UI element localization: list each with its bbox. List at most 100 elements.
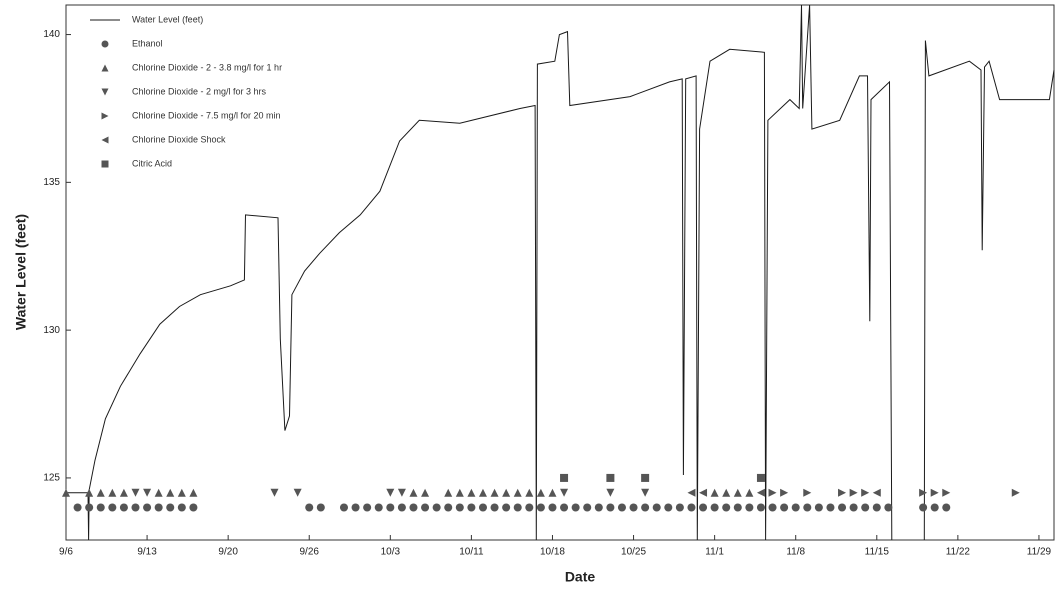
marker xyxy=(525,488,534,497)
marker xyxy=(444,488,453,497)
marker xyxy=(803,503,812,512)
marker xyxy=(119,488,128,497)
marker xyxy=(838,503,847,512)
marker xyxy=(560,473,569,482)
y-axis-title: Water Level (feet) xyxy=(13,214,29,330)
legend-label: Ethanol xyxy=(132,38,163,48)
marker xyxy=(919,503,928,512)
marker xyxy=(803,488,812,497)
marker xyxy=(710,488,719,497)
marker xyxy=(560,503,569,512)
marker xyxy=(733,488,742,497)
x-tick-label: 10/18 xyxy=(540,547,565,558)
marker xyxy=(791,503,800,512)
y-tick-label: 140 xyxy=(43,29,60,40)
marker xyxy=(606,503,615,512)
marker xyxy=(478,503,487,512)
marker xyxy=(861,503,870,512)
marker xyxy=(421,488,430,497)
marker xyxy=(177,488,186,497)
x-tick-label: 11/8 xyxy=(786,547,805,558)
x-tick-label: 11/15 xyxy=(865,547,890,558)
marker xyxy=(606,473,615,482)
marker xyxy=(617,503,626,512)
marker xyxy=(455,503,464,512)
marker xyxy=(386,503,395,512)
marker xyxy=(536,503,545,512)
marker xyxy=(490,503,499,512)
marker xyxy=(305,503,314,512)
x-tick-label: 9/26 xyxy=(300,547,320,558)
marker xyxy=(166,488,175,497)
marker xyxy=(513,488,522,497)
marker xyxy=(478,488,487,497)
marker xyxy=(942,488,951,497)
marker xyxy=(560,488,569,497)
marker xyxy=(339,503,348,512)
legend-swatch xyxy=(101,64,109,72)
x-tick-label: 11/22 xyxy=(946,547,971,558)
marker xyxy=(189,488,198,497)
marker xyxy=(363,503,372,512)
x-tick-label: 10/11 xyxy=(459,547,484,558)
marker xyxy=(745,503,754,512)
marker xyxy=(177,503,186,512)
marker xyxy=(919,488,928,497)
legend-swatch xyxy=(101,40,109,48)
marker xyxy=(687,488,696,497)
plot-frame xyxy=(65,4,1055,541)
marker xyxy=(409,488,418,497)
marker xyxy=(849,503,858,512)
marker xyxy=(85,503,94,512)
marker xyxy=(838,488,847,497)
marker xyxy=(756,473,765,482)
marker xyxy=(513,503,522,512)
marker xyxy=(108,503,117,512)
marker xyxy=(814,503,823,512)
marker xyxy=(872,488,881,497)
marker xyxy=(444,503,453,512)
legend-label: Citric Acid xyxy=(132,158,172,168)
legend-swatch xyxy=(101,88,109,96)
marker xyxy=(96,488,105,497)
x-tick-label: 9/6 xyxy=(59,547,73,558)
marker xyxy=(641,503,650,512)
marker xyxy=(455,488,464,497)
x-tick-label: 10/25 xyxy=(621,547,646,558)
marker xyxy=(733,503,742,512)
marker xyxy=(536,488,545,497)
marker xyxy=(548,488,557,497)
marker xyxy=(467,488,476,497)
marker xyxy=(884,503,893,512)
legend-label: Chlorine Dioxide - 7.5 mg/l for 20 min xyxy=(132,110,281,120)
marker xyxy=(780,488,789,497)
marker xyxy=(756,503,765,512)
marker xyxy=(745,488,754,497)
marker xyxy=(675,503,684,512)
marker xyxy=(652,503,661,512)
marker xyxy=(768,503,777,512)
marker xyxy=(166,503,175,512)
water-level-line xyxy=(66,4,1055,541)
marker xyxy=(293,488,302,497)
marker xyxy=(594,503,603,512)
marker xyxy=(131,503,140,512)
marker xyxy=(687,503,696,512)
legend-label: Chlorine Dioxide - 2 - 3.8 mg/l for 1 hr xyxy=(132,62,282,72)
y-tick-label: 125 xyxy=(43,473,60,484)
marker xyxy=(154,503,163,512)
marker xyxy=(386,488,395,497)
marker xyxy=(143,503,152,512)
marker xyxy=(525,503,534,512)
marker xyxy=(73,503,82,512)
marker xyxy=(930,503,939,512)
marker xyxy=(108,488,117,497)
marker xyxy=(641,473,650,482)
marker xyxy=(710,503,719,512)
marker xyxy=(768,488,777,497)
x-axis-title: Date xyxy=(565,569,596,585)
marker xyxy=(861,488,870,497)
marker xyxy=(270,488,279,497)
marker xyxy=(699,503,708,512)
marker xyxy=(131,488,140,497)
